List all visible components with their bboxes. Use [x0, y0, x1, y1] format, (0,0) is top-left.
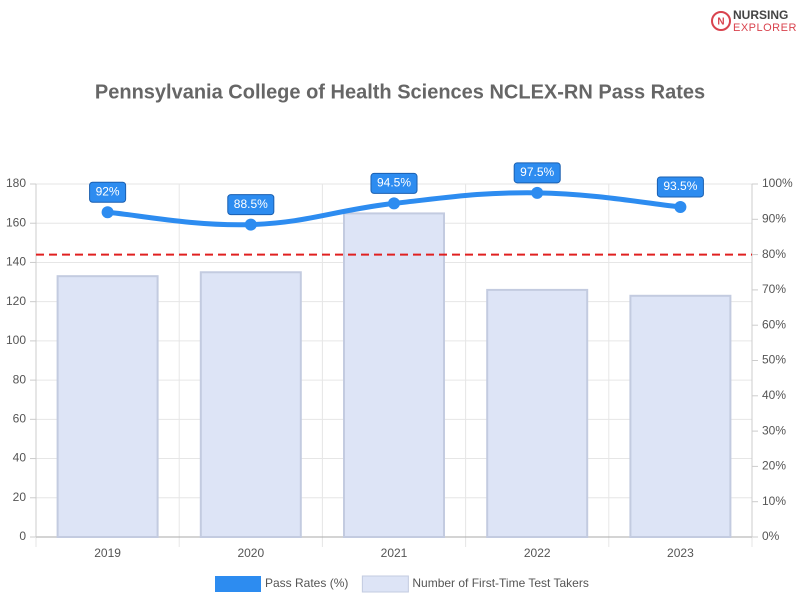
y2-tick-label: 20%	[762, 459, 786, 473]
point	[244, 218, 257, 231]
y2-tick-label: 40%	[762, 388, 786, 402]
data-label: 93.5%	[663, 179, 697, 193]
y-tick-label: 120	[6, 294, 26, 308]
y-tick-label: 20	[13, 490, 27, 504]
data-label-box	[227, 194, 275, 216]
legend-label: Pass Rates (%)	[265, 576, 348, 590]
y-tick-label: 0	[19, 529, 26, 543]
logo-bottom: EXPLORER	[733, 22, 797, 34]
y2-tick-label: 30%	[762, 423, 786, 437]
y-tick-label: 40	[13, 451, 27, 465]
point	[531, 186, 544, 199]
legend-swatch	[361, 575, 409, 593]
point	[101, 206, 114, 219]
bar	[343, 212, 445, 539]
x-tick-label: 2020	[237, 546, 264, 560]
bar	[56, 275, 159, 538]
x-tick-label: 2023	[667, 546, 694, 560]
y-tick-label: 80	[13, 372, 27, 386]
y2-tick-label: 90%	[762, 211, 786, 225]
x-tick-label: 2021	[381, 546, 408, 560]
data-label-box	[513, 162, 561, 184]
y2-tick-label: 70%	[762, 282, 786, 296]
y-tick-label: 180	[6, 176, 26, 190]
logo: N NURSING EXPLORER	[711, 8, 797, 34]
data-label: 92%	[96, 184, 120, 198]
chart-title: Pennsylvania College of Health Sciences …	[95, 81, 705, 103]
legend-label: Number of First-Time Test Takers	[412, 576, 588, 590]
logo-icon	[711, 11, 731, 31]
data-label-box	[370, 172, 418, 194]
y-tick-label: 140	[6, 255, 26, 269]
y-tick-label: 160	[6, 215, 26, 229]
y2-tick-label: 80%	[762, 247, 786, 261]
y-tick-label: 100	[6, 333, 26, 347]
bar	[486, 288, 589, 538]
data-label: 88.5%	[234, 197, 268, 211]
x-tick-label: 2022	[524, 546, 551, 560]
logo-top: NURSING	[733, 8, 788, 22]
y2-tick-label: 100%	[762, 176, 793, 190]
y2-tick-label: 10%	[762, 494, 786, 508]
x-tick-label: 2019	[94, 546, 121, 560]
y2-tick-label: 60%	[762, 317, 786, 331]
logo-letter: N	[717, 17, 724, 28]
y-tick-label: 60	[13, 412, 27, 426]
y2-tick-label: 50%	[762, 353, 786, 367]
bar	[629, 294, 732, 538]
bar	[199, 271, 302, 538]
data-label: 94.5%	[377, 176, 411, 190]
data-label: 97.5%	[520, 165, 554, 179]
legend-swatch	[215, 576, 261, 592]
data-label-box	[656, 176, 704, 198]
point	[388, 197, 400, 210]
y2-tick-label: 0%	[762, 529, 780, 543]
data-label-box	[89, 181, 127, 203]
point	[674, 200, 687, 213]
